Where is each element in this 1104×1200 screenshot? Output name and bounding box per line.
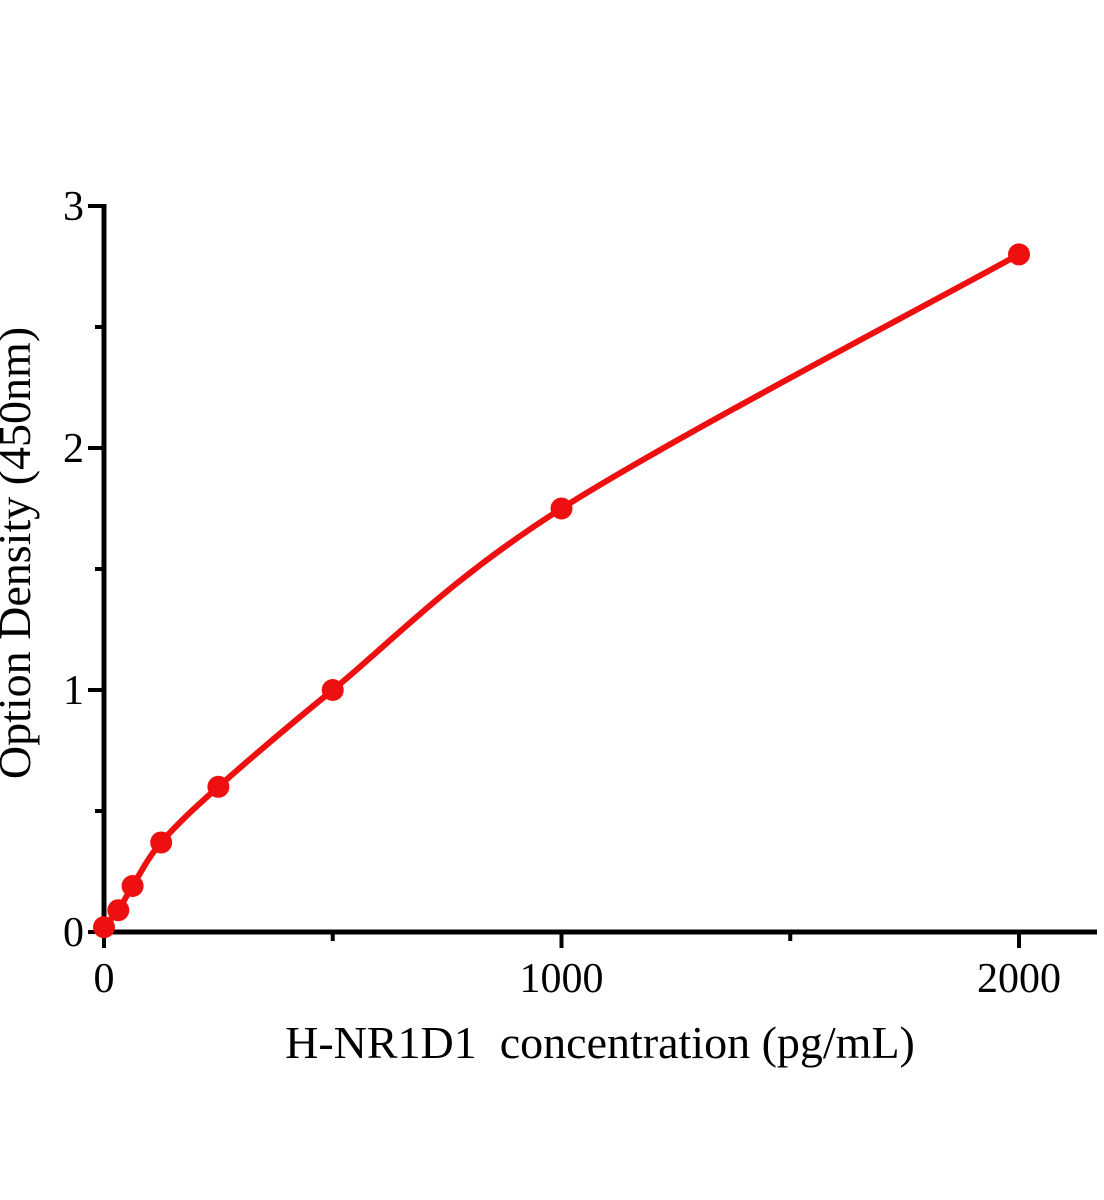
standard-curve-point — [1008, 243, 1030, 266]
x-tick-label: 2000 — [977, 956, 1061, 1002]
y-tick-label: 1 — [63, 668, 84, 714]
x-axis-title: H-NR1D1 concentration (pg/mL) — [285, 1017, 915, 1068]
axis-tick-labels: 0 1000 2000 0 1 2 3 — [63, 184, 1061, 1002]
standard-curve-point — [550, 497, 573, 520]
y-tick-label: 2 — [63, 426, 84, 472]
standard-curve-line — [101, 251, 1022, 931]
y-tick-label: 3 — [63, 184, 84, 230]
axes — [101, 204, 1097, 935]
x-tick-label: 0 — [94, 956, 115, 1002]
standard-curve-point — [150, 831, 173, 854]
axis-ticks — [88, 204, 1021, 948]
y-axis-title: Option Density (450nm) — [0, 327, 40, 779]
x-tick-label: 1000 — [520, 956, 604, 1002]
standard-curve-point — [107, 899, 130, 922]
standard-curve-point — [121, 875, 144, 898]
standard-curve-point — [93, 916, 115, 939]
standard-curve-point — [207, 775, 230, 798]
y-tick-label: 0 — [63, 910, 84, 956]
data-series — [93, 243, 1030, 939]
standard-curve-point — [321, 679, 344, 701]
